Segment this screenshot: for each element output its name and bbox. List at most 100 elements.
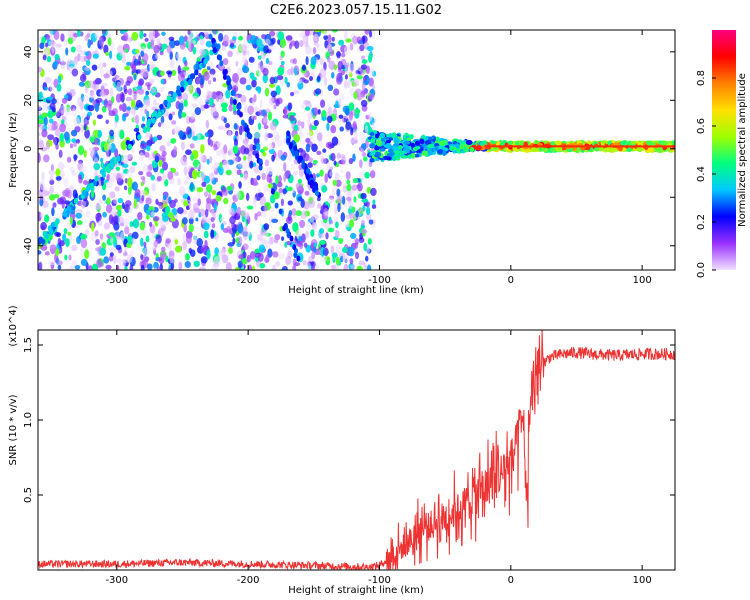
spectrogram-cell: [161, 43, 168, 50]
spectrogram-cell: [153, 99, 157, 106]
spectrogram-cell: [196, 190, 201, 201]
spectrogram-cell: [279, 38, 287, 48]
spectrogram-cell: [161, 246, 166, 253]
spectrogram-cell: [159, 51, 164, 56]
spectrogram-cell: [258, 244, 266, 253]
spectrogram-cell: [109, 191, 116, 199]
spectrogram-cell: [101, 171, 107, 178]
spectrogram-cell: [236, 169, 242, 176]
spectrogram-cell: [359, 44, 365, 52]
spectrogram-cell: [360, 99, 368, 107]
spectrogram-cell: [134, 188, 141, 199]
spectrogram-cell: [213, 143, 218, 151]
spectrogram-cell: [138, 152, 145, 162]
spectrogram-cell: [131, 181, 138, 191]
spectrogram-cell: [213, 202, 217, 212]
spectrogram-cell: [258, 109, 264, 116]
spectrogram-cell: [60, 33, 65, 42]
spectrogram-cell: [150, 87, 156, 94]
spectrogram-cell: [322, 148, 327, 153]
spectrogram-cell: [124, 226, 130, 235]
spectrogram-cell: [335, 256, 341, 266]
spectrogram-cell: [167, 242, 172, 251]
spectrogram-cell: [359, 159, 363, 169]
spectrogram-cell: [263, 113, 268, 119]
spectrogram-cell: [103, 222, 111, 230]
spectrogram-cell: [251, 265, 255, 270]
spectrogram-cell: [299, 240, 304, 250]
spectrogram-cell: [333, 88, 340, 96]
spectrogram-image: [38, 30, 675, 270]
spectrogram-cell: [102, 82, 108, 87]
spectrogram-cell: [84, 128, 91, 139]
colorbar-tick-label: 0.6: [696, 118, 707, 134]
spectrogram-cell: [320, 157, 327, 164]
spectrogram-cell: [87, 111, 92, 117]
spectrogram-cell: [243, 155, 247, 161]
spectrogram-cell: [147, 163, 153, 171]
spectrogram-cell: [173, 198, 178, 203]
spectrogram-cell: [258, 169, 263, 176]
spectrogram-cell: [196, 238, 203, 247]
spectrogram-cell: [84, 51, 90, 56]
spectrogram-cell: [284, 76, 288, 85]
spectrogram-cell: [246, 231, 252, 236]
spectrogram-cell: [455, 143, 460, 149]
spectrogram-cell: [189, 181, 194, 191]
spectrogram-cell: [507, 140, 514, 145]
spectrogram-cell: [262, 117, 268, 124]
spectrogram-cell: [310, 229, 315, 237]
spectrogram-cell: [246, 205, 254, 210]
spectrogram-cell: [233, 31, 238, 37]
spectrogram-cell: [369, 158, 375, 163]
spectrogram-cell: [331, 136, 339, 146]
spectrogram-cell: [292, 222, 299, 232]
spectrogram-cell: [275, 85, 281, 96]
spectrogram-cell: [80, 124, 84, 133]
spectrogram-cell: [75, 138, 81, 144]
spectrogram-cell: [117, 208, 122, 217]
spectrogram-cell: [114, 186, 120, 192]
spectrogram-cell: [286, 137, 291, 144]
spectrogram-cell: [292, 188, 296, 194]
spectrogram-cell: [329, 171, 334, 177]
spectrogram-cell: [99, 247, 107, 256]
spectrogram-cell: [92, 119, 97, 126]
spectrogram-cell: [335, 221, 339, 229]
x-tick-label: 100: [633, 575, 652, 586]
spectrogram-cell: [48, 260, 56, 266]
spectrogram-cell: [326, 122, 330, 131]
spectrogram-cell: [243, 105, 249, 114]
spectrogram-cell: [252, 144, 257, 151]
spectrogram-cell: [361, 198, 369, 203]
spectrogram-cell: [358, 171, 366, 182]
spectrogram-cell: [192, 95, 198, 101]
spectrogram-cell: [79, 50, 87, 56]
spectrogram-cell: [348, 219, 355, 228]
spectrogram-cell: [316, 43, 320, 48]
spectrogram-cell: [228, 207, 235, 216]
spectrogram-cell: [203, 230, 209, 239]
spectrogram-cell: [492, 146, 499, 151]
spectrogram-cell: [311, 250, 316, 260]
spectrogram-cell: [637, 147, 644, 152]
spectrogram-cell: [84, 229, 90, 237]
spectrogram-cell: [401, 155, 408, 159]
spectrogram-cell: [189, 143, 195, 149]
spectrogram-cell: [368, 93, 375, 100]
spectrogram-cell: [300, 198, 305, 209]
spectrogram-cell: [51, 41, 57, 47]
spectrogram-cell: [671, 140, 675, 146]
spectrogram-cell: [301, 162, 306, 169]
spectrogram-cell: [379, 147, 386, 152]
colorbar: 0.0 0.2 0.4 0.6 0.8 Normalized spectral ampl…: [696, 30, 748, 278]
spectrogram-cell: [338, 237, 344, 244]
spectrogram-cell: [368, 219, 374, 225]
spectrogram-cell: [316, 132, 323, 142]
spectrogram-cell: [159, 252, 167, 260]
spectrogram-cell: [311, 222, 318, 230]
spectrogram-cell: [67, 231, 72, 236]
spectrogram-cell: [38, 249, 42, 255]
spectrogram-cell: [211, 190, 217, 196]
spectrogram-cell: [159, 145, 166, 152]
